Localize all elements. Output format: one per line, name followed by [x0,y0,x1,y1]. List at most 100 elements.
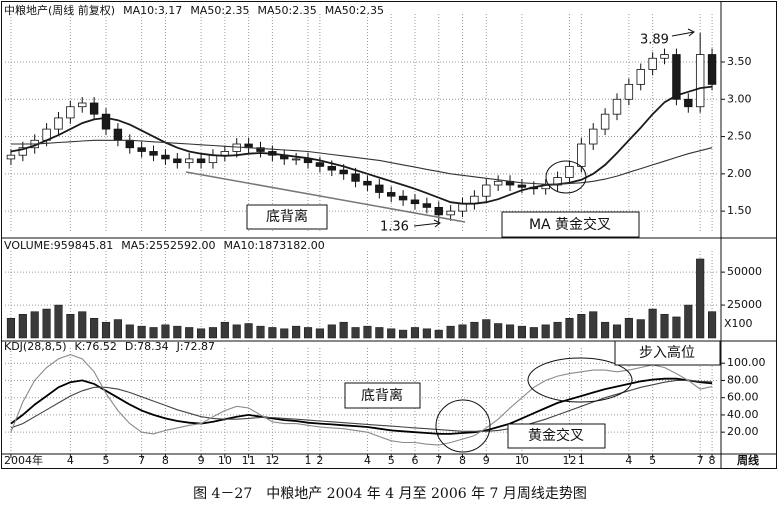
volume-bar [494,323,503,339]
annotation-box [246,204,328,230]
x-tick-label: 11 [242,454,256,467]
x-tick-label: 1 [578,454,585,467]
x-tick-label: 12 [562,454,576,467]
indicator: J:72.87 [176,340,215,353]
volume-bar [101,321,111,339]
indicator: K:76.52 [75,340,117,353]
y-tick-label: 80.00 [727,373,759,386]
x-tick-label: 1 [305,454,312,467]
annotation-box [507,423,606,449]
indicator: MA50:2.35 [258,4,317,17]
trend-line [185,171,466,223]
volume-bar [636,319,645,339]
x-tick-label: 4 [364,454,371,467]
volume-bar [6,317,15,339]
volume-bar [684,304,693,339]
volume-bar [220,321,229,339]
indicator: MA50:2.35 [190,4,249,17]
y-tick-label: 50000 [727,265,762,278]
candle-body [398,195,408,201]
annotation: MA 黄金交叉 [529,216,611,233]
x-tick-label: 7 [435,454,442,467]
volume-bar [482,319,491,339]
volume-bar [624,317,633,339]
indicator: D:78.34 [125,340,169,353]
y-tick-label: 1.50 [727,204,752,217]
arrow [671,28,695,37]
y-tick-label: 40.00 [727,408,759,421]
candle-body [624,83,634,100]
volume-bar [505,324,515,339]
volume-bar [541,324,550,339]
candle-body [493,180,503,186]
volume-bar [577,314,586,339]
x-tick-label: 7 [697,454,704,467]
volume-bar [351,327,360,339]
volume-bar [125,324,134,339]
candle-body [89,102,99,115]
candle-body [446,210,455,216]
x-tick-label: 8 [162,454,169,467]
highlight-ellipse [527,357,633,403]
candle-body [589,128,598,145]
volume-bar [54,304,63,339]
volume-bar [565,317,574,339]
volume-bar [244,323,253,339]
x-tick-label: 8 [709,454,716,467]
y-tick-label: 20.00 [727,425,759,438]
series-line [10,139,713,185]
x-tick-label: 4 [625,454,632,467]
x-tick-label: 6 [411,454,418,467]
volume-bar [185,327,194,339]
series-line [10,85,713,205]
volume-bar [470,321,479,339]
x-tick-label: 10 [218,454,232,467]
candle-body [387,192,396,197]
indicator: MA5:2552592.00 [121,239,215,252]
volume-bar [292,325,301,339]
volume-bar [232,324,241,339]
volume-bar [660,314,669,339]
volume-bar [30,311,39,339]
indicator: MA50:2.35 [325,4,384,17]
annotation: 3.89 [640,33,669,48]
candle-body [54,117,63,130]
annotation: 底背离 [266,208,308,225]
candle-body [600,113,610,130]
candle-body [648,57,657,70]
candle-body [339,169,348,175]
candle-body [232,143,241,152]
x-tick-label: 10 [515,454,529,467]
volume-bar [268,327,277,339]
annotation-box [344,382,421,409]
volume-bar [529,327,538,339]
volume-bar [161,324,170,339]
y-tick-label: 25000 [727,298,762,311]
volume-bar [708,311,717,339]
candle-body [161,154,170,160]
candle-body [66,106,75,119]
x-axis-label: 周线 [737,453,759,467]
volume-bar [672,316,681,339]
x-tick-label: 2 [316,454,323,467]
highlight-ellipse [435,399,491,453]
x-tick-label: 4 [67,454,74,467]
candle-body [684,98,693,108]
indicator: MA10:3.17 [123,4,182,17]
candle-body [78,102,87,108]
indicator: MA10:1873182.00 [223,239,324,252]
candle-body [256,147,265,152]
candle-body [101,113,111,130]
volume-bar [375,327,384,339]
candle-body [363,180,372,186]
candle-body [149,151,158,156]
series-line [10,377,713,435]
volume-bar [256,325,265,339]
volume-bar [208,327,218,339]
volume-bar [78,311,87,339]
volume-bar [173,325,182,339]
candle-body [636,69,645,85]
candle-body [315,162,325,167]
candle-body [434,206,443,216]
